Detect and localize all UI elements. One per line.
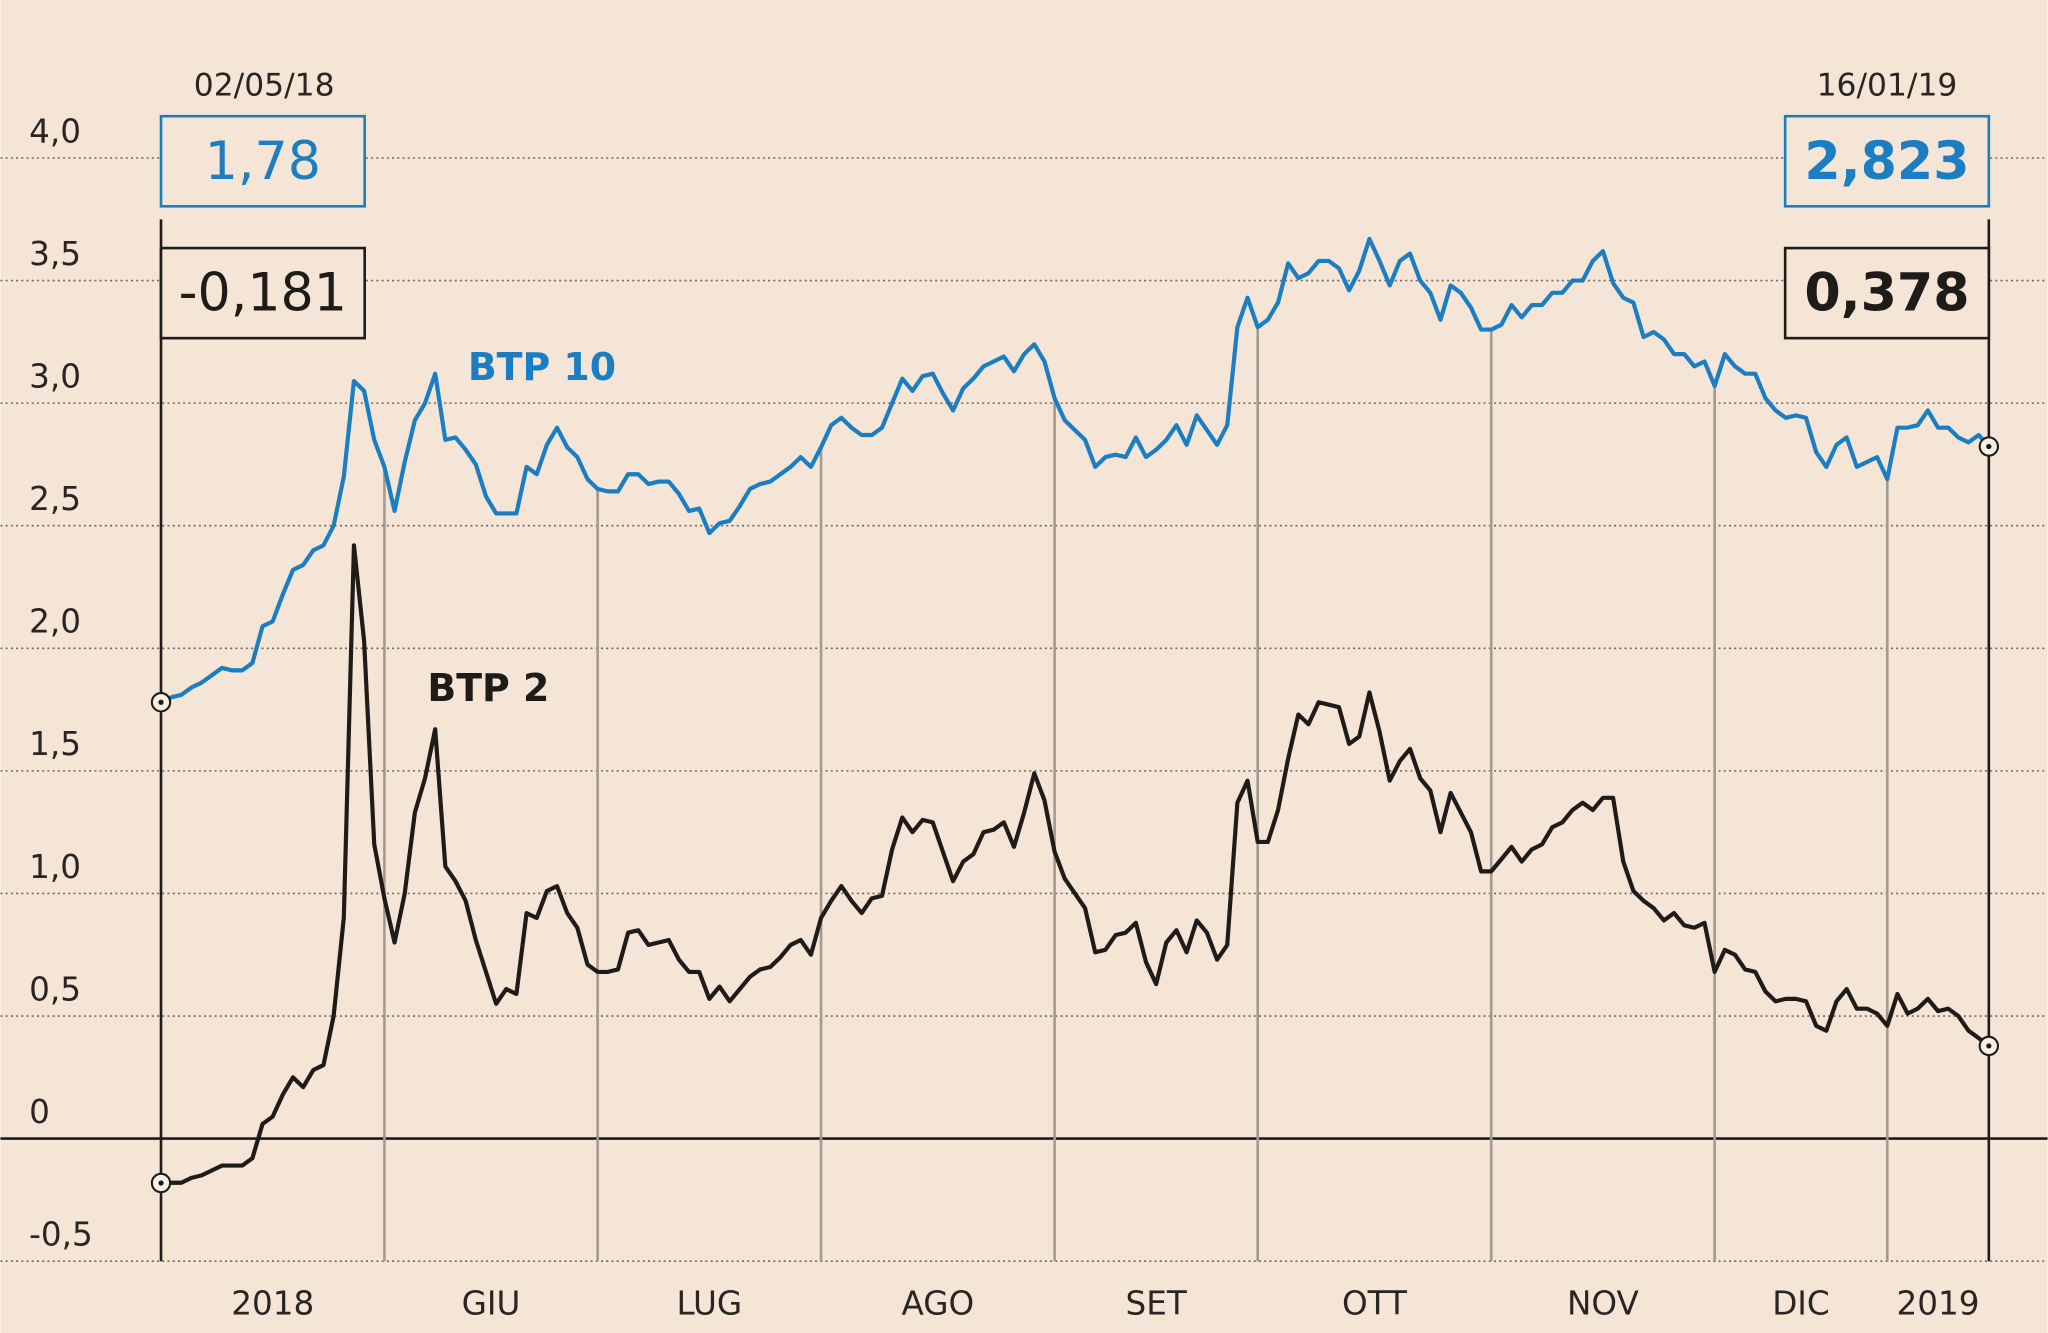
- end-marker-dot: [1986, 1043, 1992, 1049]
- y-tick-label: 1,0: [29, 848, 81, 886]
- series-label: BTP 10: [468, 345, 616, 389]
- end-marker-dot: [158, 1180, 164, 1186]
- series-line: [160, 543, 1991, 1186]
- x-tick-label: DIC: [1772, 1285, 1830, 1323]
- series-line: [160, 236, 1991, 705]
- y-tick-label: 3,5: [29, 235, 81, 273]
- x-tick-label: 2019: [1897, 1285, 1980, 1323]
- x-tick-label: OTT: [1342, 1285, 1408, 1323]
- y-tick-label: -0,5: [29, 1216, 93, 1254]
- y-tick-label: 3,0: [29, 357, 81, 395]
- x-tick-label: SET: [1126, 1285, 1188, 1323]
- value-label: 2,823: [1804, 132, 1969, 192]
- value-box: [159, 246, 366, 340]
- value-box: [1783, 114, 1991, 208]
- end-marker-dot: [1986, 443, 1992, 450]
- y-tick-label: 2,0: [29, 603, 81, 641]
- start-date: 02/05/18: [194, 67, 335, 103]
- value-box: [1783, 246, 1991, 340]
- value-label: -0,181: [179, 264, 347, 324]
- y-tick-label: 1,5: [29, 725, 81, 763]
- end-marker-dot: [158, 699, 164, 705]
- value-label: 0,378: [1804, 264, 1969, 324]
- x-tick-label: LUG: [676, 1285, 742, 1323]
- y-tick-label: 0: [29, 1093, 50, 1131]
- value-box: [159, 114, 366, 208]
- x-tick-label: AGO: [901, 1285, 974, 1323]
- x-tick-label: 2018: [231, 1285, 314, 1323]
- y-tick-label: 4,0: [29, 112, 81, 150]
- x-tick-label: NOV: [1567, 1285, 1640, 1323]
- value-label: 1,78: [205, 132, 321, 192]
- y-tick-label: 2,5: [29, 480, 81, 518]
- end-date: 16/01/19: [1817, 67, 1958, 103]
- x-tick-label: GIU: [462, 1285, 521, 1323]
- y-tick-label: 0,5: [29, 970, 81, 1008]
- series-label: BTP 2: [427, 666, 549, 710]
